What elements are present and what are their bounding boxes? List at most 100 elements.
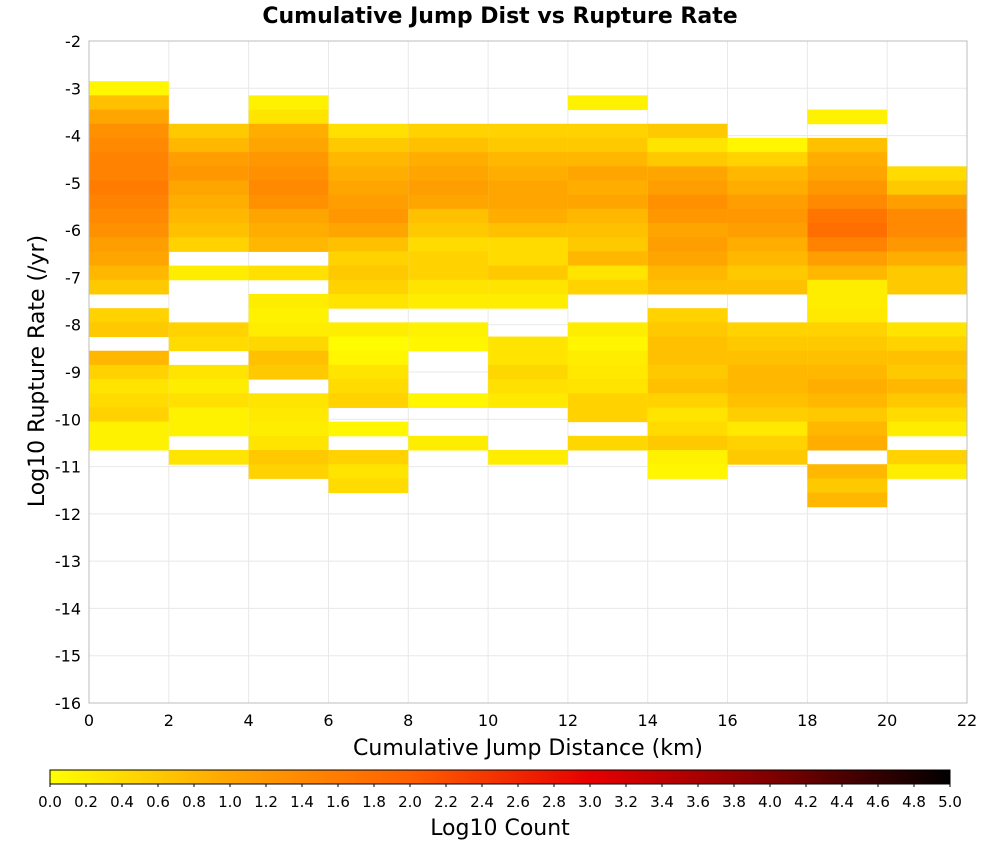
heatmap-cell [488, 251, 568, 267]
heatmap-cell [328, 393, 409, 408]
heatmap-cell [488, 450, 568, 465]
heatmap-cell [89, 379, 169, 394]
heatmap-cell [89, 194, 169, 210]
heatmap-cell [567, 350, 648, 366]
heatmap-cell [488, 123, 568, 139]
heatmap-cell [567, 393, 648, 408]
heatmap-cell [168, 379, 249, 394]
heatmap-cell [248, 166, 329, 181]
heatmap-cell [488, 336, 568, 352]
heatmap-cell [647, 137, 728, 153]
heatmap-cell [488, 137, 568, 153]
heatmap-cell [647, 180, 728, 196]
heatmap-cell [887, 166, 967, 181]
heatmap-cell [89, 237, 169, 252]
heatmap-cell [488, 166, 568, 181]
colorbar-tick-label: 4.6 [866, 793, 890, 811]
heatmap-cell [248, 364, 329, 380]
heatmap-cell [567, 364, 648, 380]
heatmap-cell [727, 393, 808, 408]
colorbar-tick-label: 2.0 [398, 793, 422, 811]
colorbar-tick-label: 3.2 [614, 793, 638, 811]
colorbar-tick-label: 0.4 [110, 793, 134, 811]
heatmap-cell [727, 180, 808, 196]
colorbar-tick-label: 4.4 [830, 793, 854, 811]
heatmap-cell [248, 152, 329, 167]
heatmap-cell [408, 208, 489, 224]
heatmap-cell [408, 393, 489, 408]
heatmap-cell [168, 322, 249, 338]
heatmap-cell [89, 152, 169, 167]
colorbar-tick-label: 4.0 [758, 793, 782, 811]
heatmap-cell [248, 109, 329, 125]
x-tick-label: 8 [403, 711, 413, 730]
heatmap-cell [488, 194, 568, 210]
heatmap-cell [887, 464, 967, 479]
colorbar-tick-label: 0.6 [146, 793, 170, 811]
heatmap-cell [807, 308, 888, 323]
heatmap-cell [488, 180, 568, 196]
colorbar-tick-label: 0.8 [182, 793, 206, 811]
colorbar-tick-label: 3.6 [686, 793, 710, 811]
heatmap-cell [567, 379, 648, 394]
heatmap-cell [328, 364, 409, 380]
heatmap-cell [248, 421, 329, 437]
heatmap-cell [488, 152, 568, 167]
x-tick-label: 14 [638, 711, 658, 730]
heatmap-cell [727, 152, 808, 167]
heatmap-cell [807, 109, 888, 125]
heatmap-cell [567, 407, 648, 423]
y-tick-label: -16 [55, 694, 81, 713]
heatmap-cell [807, 137, 888, 153]
heatmap-cell [807, 293, 888, 309]
heatmap-cell [727, 208, 808, 224]
x-axis-ticks: 0 2 4 6 8 10 12 14 16 18 20 22 [84, 711, 977, 730]
heatmap-cell [488, 223, 568, 238]
heatmap-cell [328, 478, 409, 494]
heatmap-cell [408, 279, 489, 295]
heatmap-cell [727, 194, 808, 210]
heatmap-cell [408, 293, 489, 309]
heatmap-cell [807, 322, 888, 338]
colorbar-tick-label: 4.8 [902, 793, 926, 811]
x-tick-label: 12 [558, 711, 578, 730]
heatmap-cell [567, 223, 648, 238]
colorbar-tick-label: 0.2 [74, 793, 98, 811]
x-tick-label: 16 [717, 711, 737, 730]
heatmap-cell [807, 393, 888, 408]
colorbar-tick-label: 1.2 [254, 793, 278, 811]
y-tick-label: -12 [55, 505, 81, 524]
colorbar-tick-label: 2.4 [470, 793, 494, 811]
heatmap-cell [89, 350, 169, 366]
heatmap-cell [328, 293, 409, 309]
heatmap-cell [807, 251, 888, 267]
chart-title: Cumulative Jump Dist vs Rupture Rate [262, 4, 737, 29]
heatmap-cell [807, 265, 888, 281]
heatmap-cell [408, 223, 489, 238]
heatmap-cell [727, 223, 808, 238]
heatmap-cell [408, 194, 489, 210]
heatmap-cell [807, 237, 888, 252]
heatmap-cell [328, 265, 409, 281]
heatmap-cell [647, 322, 728, 338]
heatmap-cell [807, 279, 888, 295]
heatmap-cell [408, 152, 489, 167]
heatmap-cell [727, 322, 808, 338]
heatmap-cell [727, 379, 808, 394]
heatmap-cell [647, 152, 728, 167]
heatmap-cell [567, 95, 648, 111]
heatmap-cell [328, 194, 409, 210]
heatmap-cell [567, 137, 648, 153]
heatmap-cell [727, 336, 808, 352]
heatmap-cell [168, 166, 249, 181]
colorbar-tick-label: 3.8 [722, 793, 746, 811]
heatmap-cell [887, 208, 967, 224]
heatmap-cell [248, 464, 329, 479]
heatmap-cell [248, 393, 329, 408]
heatmap-cell [248, 336, 329, 352]
x-tick-label: 22 [957, 711, 977, 730]
y-tick-label: -10 [55, 410, 81, 429]
heatmap-cell [727, 237, 808, 252]
heatmap-cell [89, 208, 169, 224]
colorbar-tick-label: 1.8 [362, 793, 386, 811]
